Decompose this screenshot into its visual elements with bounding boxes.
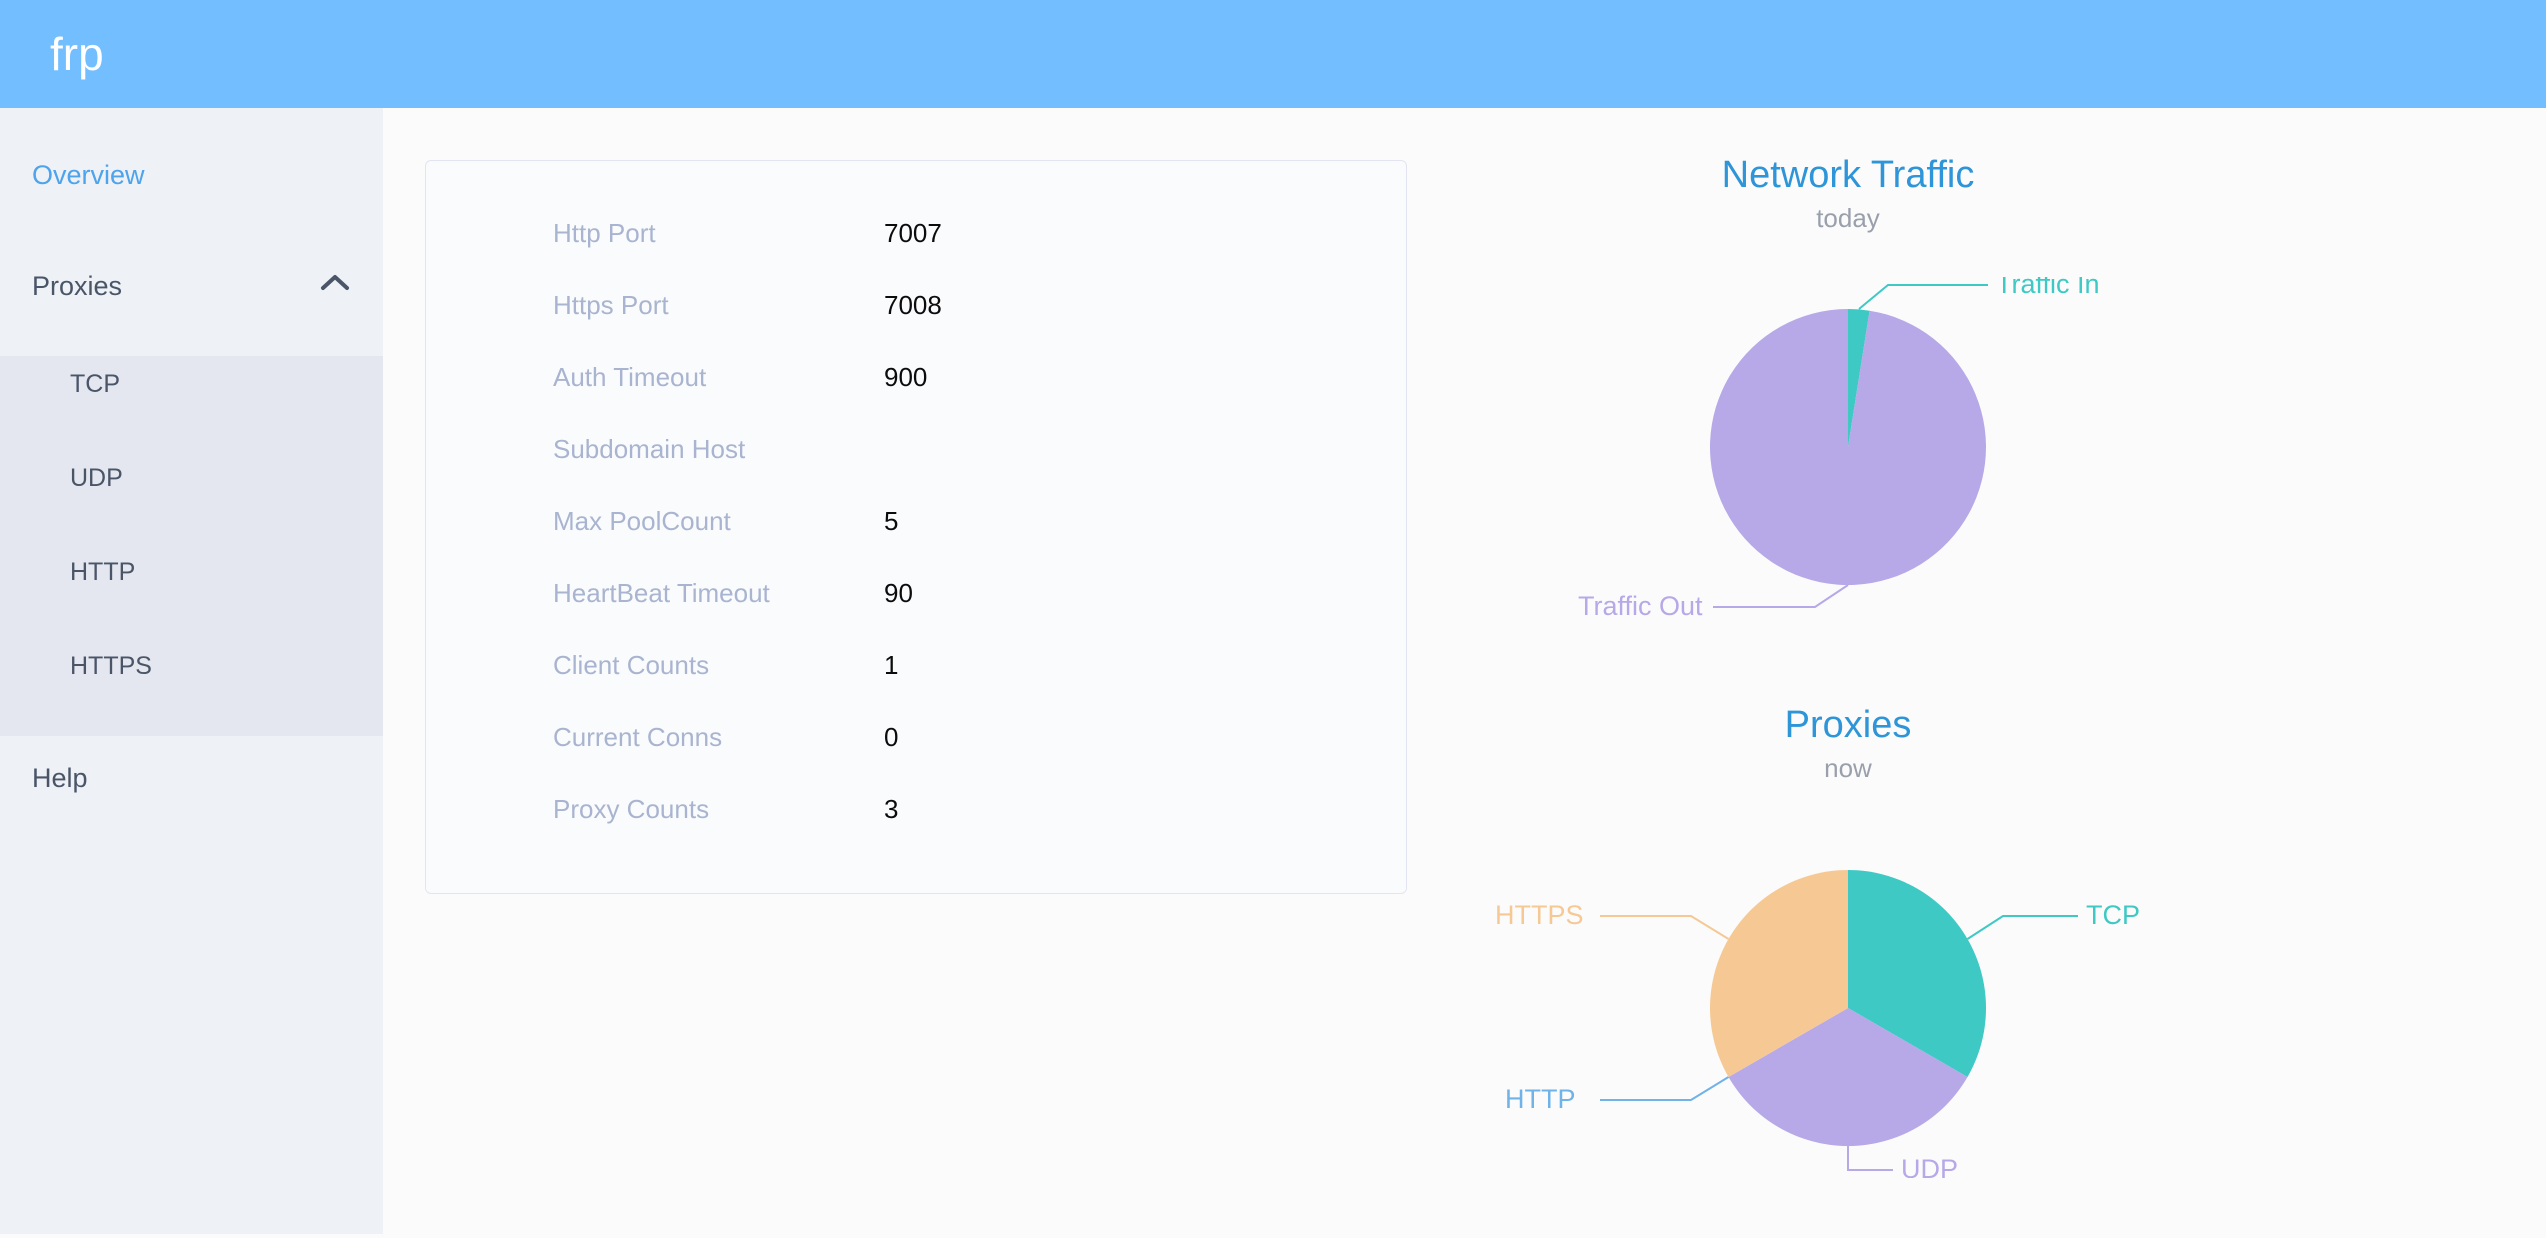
svg-text:Traffic In: Traffic In bbox=[1996, 277, 2100, 299]
svg-text:HTTPS: HTTPS bbox=[1495, 900, 1584, 930]
svg-text:Traffic Out: Traffic Out bbox=[1578, 591, 1703, 617]
svg-text:TCP: TCP bbox=[2086, 900, 2140, 930]
svg-text:HTTP: HTTP bbox=[1505, 1084, 1576, 1114]
svg-text:UDP: UDP bbox=[1901, 1154, 1958, 1178]
